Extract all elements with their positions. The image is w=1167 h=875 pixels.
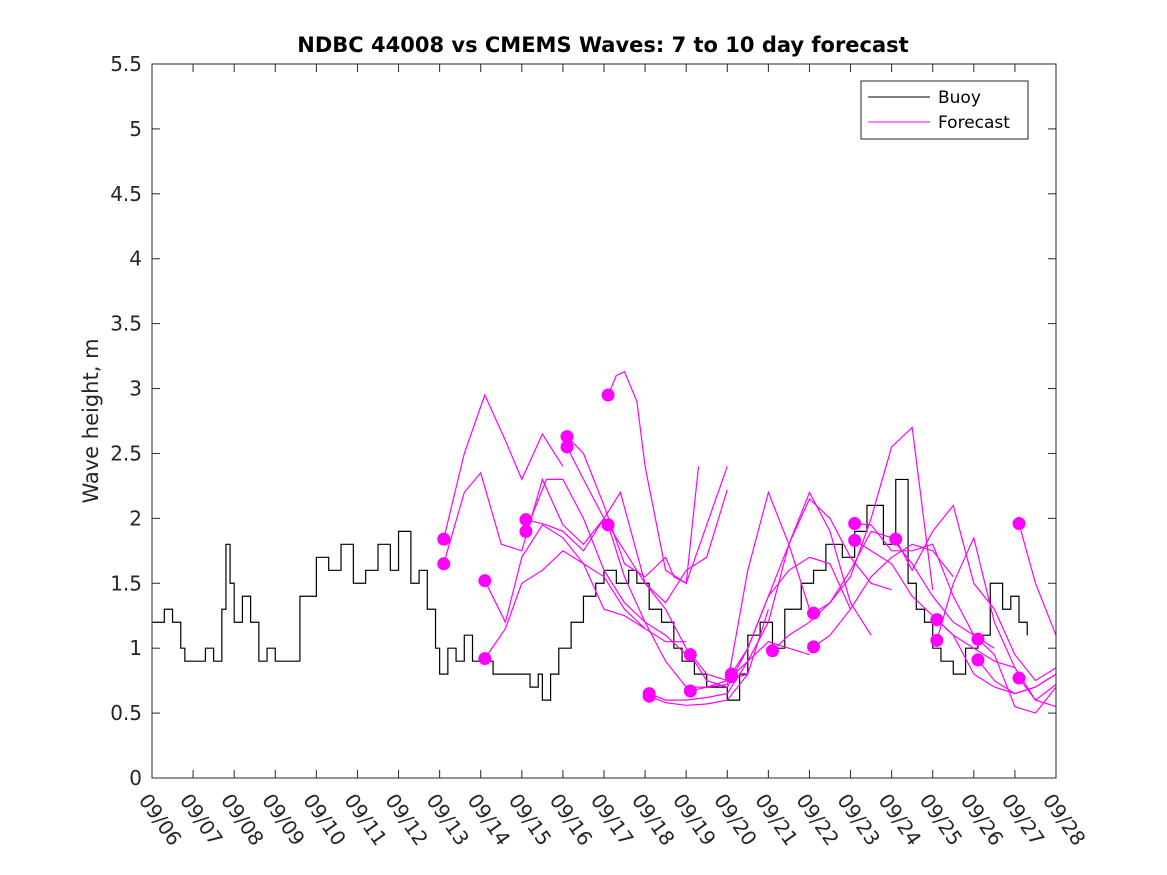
forecast-start-point: [930, 633, 944, 647]
x-tick-label: 09/19: [668, 789, 721, 850]
forecast-series-line: [525, 489, 728, 604]
x-tick-label: 09/17: [586, 789, 639, 850]
forecast-start-point: [807, 640, 821, 654]
x-tick-label: 09/12: [380, 789, 433, 850]
x-tick-label: 09/26: [956, 789, 1009, 850]
forecast-start-point: [478, 652, 492, 666]
forecast-start-point: [519, 524, 533, 538]
y-tick-label: 3.5: [110, 312, 142, 336]
x-tick-label: 09/28: [1038, 789, 1091, 850]
forecast-start-point: [437, 557, 451, 571]
x-tick-label: 09/08: [216, 789, 269, 850]
forecast-series-line: [977, 659, 1057, 695]
forecast-start-point: [971, 653, 985, 667]
forecast-start-point: [601, 388, 615, 402]
forecast-start-point: [930, 613, 944, 627]
forecast-series-line: [1018, 523, 1057, 636]
forecast-start-point: [683, 648, 697, 662]
forecast-series-line: [648, 609, 769, 706]
forecast-series-line: [977, 638, 1057, 714]
x-tick-label: 09/06: [134, 789, 187, 850]
y-tick-label: 1: [129, 636, 142, 660]
forecast-start-point: [519, 513, 533, 527]
forecast-start-point: [601, 518, 615, 532]
buoy-series-line: [152, 478, 1028, 701]
x-tick-label: 09/07: [175, 789, 228, 850]
forecast-series-line: [648, 641, 810, 701]
forecast-start-point: [560, 440, 574, 454]
x-tick-label: 09/18: [627, 789, 680, 850]
legend-box: [860, 80, 1029, 140]
y-tick-label: 4.5: [110, 182, 142, 206]
legend-buoy-label: Buoy: [938, 88, 981, 108]
forecast-start-point: [848, 533, 862, 547]
forecast-series-line: [730, 497, 892, 675]
forecast-series-line: [566, 446, 728, 682]
forecast-start-point: [971, 632, 985, 646]
forecast-start-point: [848, 517, 862, 531]
forecast-start-point: [807, 606, 821, 620]
forecast-series-line: [607, 370, 700, 585]
y-tick-label: 2.5: [110, 441, 142, 465]
forecast-start-point: [437, 532, 451, 546]
forecast-start-point: [560, 430, 574, 444]
y-tick-label: 0.5: [110, 701, 142, 725]
y-tick-label: 3: [129, 377, 142, 401]
x-tick-label: 09/20: [709, 789, 762, 850]
forecast-series-line: [443, 471, 605, 564]
forecast-start-point: [683, 684, 697, 698]
legend-forecast-label: Forecast: [938, 113, 1010, 133]
legend: Buoy Forecast: [860, 80, 1029, 140]
forecast-start-point: [724, 670, 738, 684]
forecast-start-point: [765, 644, 779, 658]
forecast-start-point: [1012, 671, 1026, 685]
axes-box: [151, 63, 1057, 779]
chart-title: NDBC 44008 vs CMEMS Waves: 7 to 10 day f…: [297, 33, 908, 57]
forecast-start-point: [889, 532, 903, 546]
y-tick-label: 0: [129, 766, 142, 790]
x-tick-label: 09/27: [997, 789, 1050, 850]
forecast-series-line: [607, 524, 748, 688]
x-tick-label: 09/22: [791, 789, 844, 850]
forecast-series-line: [772, 426, 934, 652]
forecast-series-line: [443, 393, 564, 540]
x-tick-label: 09/14: [463, 789, 516, 850]
y-tick-label: 1.5: [110, 571, 142, 595]
forecast-series-line: [895, 504, 1057, 682]
y-tick-label: 4: [129, 247, 142, 271]
forecast-series-line: [1018, 677, 1057, 701]
x-tick-label: 09/13: [422, 789, 475, 850]
x-tick-label: 09/23: [832, 789, 885, 850]
forecast-series-line: [813, 530, 975, 636]
x-tick-label: 09/21: [750, 789, 803, 850]
x-tick-label: 09/11: [339, 789, 392, 850]
y-tick-label: 5.5: [110, 52, 142, 76]
forecast-series-line: [484, 524, 646, 630]
x-tick-label: 09/10: [298, 789, 351, 850]
x-tick-label: 09/09: [257, 789, 310, 850]
y-tick-label: 2: [129, 506, 142, 530]
forecast-series-line: [566, 436, 728, 585]
forecast-series-line: [813, 543, 954, 648]
x-tick-label: 09/15: [504, 789, 557, 850]
x-tick-label: 09/25: [915, 789, 968, 850]
axis-ticks: 00.511.522.533.544.555.509/0609/0709/080…: [110, 52, 1090, 850]
forecast-series-line: [730, 490, 872, 678]
y-tick-label: 5: [129, 117, 142, 141]
forecast-start-point: [642, 689, 656, 703]
forecast-series-line: [525, 478, 687, 656]
x-tick-label: 09/16: [545, 789, 598, 850]
forecast-start-point: [478, 574, 492, 588]
x-tick-label: 09/24: [874, 789, 927, 850]
forecast-series-line: [854, 523, 995, 649]
forecast-start-point: [1012, 517, 1026, 531]
y-axis-label: Wave height, m: [79, 338, 103, 503]
plot-area: [152, 370, 1057, 714]
